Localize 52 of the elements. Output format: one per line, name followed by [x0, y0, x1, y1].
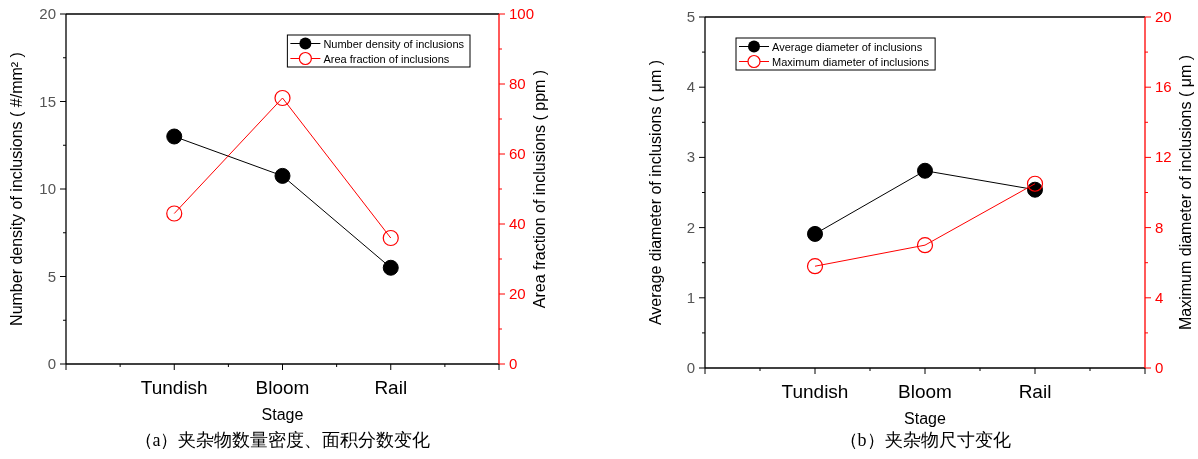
point — [917, 162, 933, 179]
x-tick-label: Bloom — [898, 381, 952, 402]
y-tick-label: 4 — [686, 78, 695, 96]
point — [916, 237, 934, 254]
y2-tick-label: 8 — [1155, 218, 1164, 236]
legend-label: Average diameter of inclusions — [772, 40, 923, 53]
point — [807, 225, 823, 242]
x-tick-label: Rail — [374, 377, 408, 398]
y2-tick-label: 80 — [509, 75, 526, 92]
x-axis-title: Stage — [904, 410, 947, 427]
text: （b）夹杂物尺寸变化 — [839, 430, 1011, 450]
y2-tick-label: 20 — [1155, 8, 1172, 25]
x-tick-label: Bloom — [255, 377, 310, 398]
y2-axis-title: Maximum diameter of inclusions ( μm ) — [1177, 54, 1194, 331]
point — [382, 229, 399, 247]
y-tick-label: 1 — [686, 288, 695, 306]
point — [1026, 175, 1044, 192]
legend-label: Area fraction of inclusions — [323, 52, 450, 65]
x-tick-label: Rail — [1018, 381, 1052, 402]
y2-tick-label: 4 — [1155, 288, 1164, 306]
y-tick-label: 20 — [39, 5, 56, 22]
y-axis-title: Average diameter of inclusions ( μm ) — [647, 59, 664, 326]
y-tick-label: 5 — [47, 267, 56, 285]
point — [166, 128, 183, 145]
y2-tick-label: 60 — [509, 145, 526, 162]
y2-tick-label: 100 — [509, 5, 535, 22]
y2-axis-title: Area fraction of inclusions ( ppm ) — [531, 69, 548, 309]
text: （a）夹杂物数量密度、面积分数变化 — [134, 430, 431, 450]
y2-tick-label: 12 — [1155, 148, 1172, 166]
y-axis-title: Number density of inclusions ( #/mm² ) — [8, 52, 25, 326]
y-tick-label: 15 — [39, 92, 56, 110]
x-tick-label: Tundish — [781, 381, 849, 402]
point — [274, 89, 291, 107]
legend-label: Number density of inclusions — [323, 37, 465, 50]
y-tick-label: 5 — [686, 8, 695, 25]
point — [806, 258, 824, 275]
point — [274, 167, 291, 184]
y-tick-label: 2 — [686, 218, 695, 236]
y2-tick-label: 0 — [1155, 359, 1164, 376]
y-tick-label: 10 — [39, 180, 56, 197]
legend-label: Maximum diameter of inclusions — [772, 55, 930, 68]
y-tick-label: 0 — [686, 359, 695, 376]
y2-tick-label: 0 — [509, 355, 518, 372]
y-tick-label: 3 — [686, 148, 695, 166]
point — [166, 205, 183, 222]
point — [382, 259, 399, 276]
y2-tick-label: 20 — [509, 285, 526, 302]
y2-tick-label: 16 — [1155, 78, 1172, 96]
x-axis-title: Stage — [261, 406, 304, 423]
y-tick-label: 0 — [47, 355, 56, 372]
x-tick-label: Tundish — [140, 377, 208, 398]
y2-tick-label: 40 — [509, 215, 526, 232]
